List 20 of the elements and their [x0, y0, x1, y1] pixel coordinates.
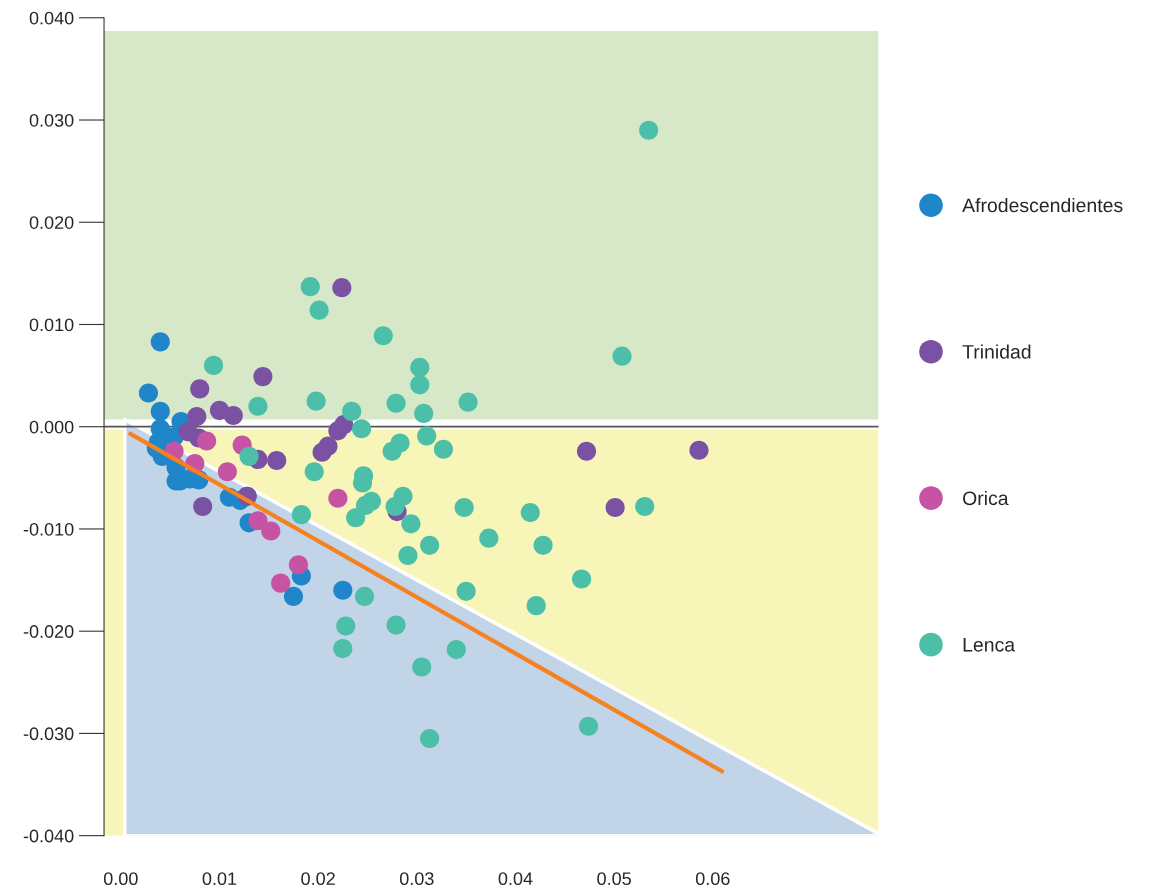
y-tick-label: -0.030: [23, 727, 74, 741]
x-tick-label: 0.00: [103, 872, 138, 886]
y-tick-label: -0.040: [23, 829, 74, 843]
x-tick-label: 0.04: [498, 872, 533, 886]
y-tick-label: 0.040: [29, 11, 74, 25]
y-tick-label: 0.000: [29, 420, 74, 434]
legend-label: Lenca: [963, 638, 1016, 652]
legend-label: Orica: [963, 490, 1009, 506]
y-tick-label: 0.020: [29, 216, 74, 229]
y-tick-label: -0.010: [23, 522, 74, 536]
x-tick-label: 0.01: [202, 872, 237, 886]
y-tick-label: 0.030: [29, 113, 74, 127]
y-tick-label: 0.010: [29, 318, 74, 332]
legend-label: Afrodescendientes: [962, 197, 1123, 213]
legend-label: Trinidad: [962, 344, 1031, 359]
y-tick-label: -0.020: [23, 625, 74, 638]
x-tick-label: 0.02: [301, 872, 335, 886]
x-tick-label: 0.05: [597, 872, 631, 886]
x-tick-label: 0.03: [399, 872, 434, 886]
x-tick-label: 0.06: [695, 872, 730, 886]
